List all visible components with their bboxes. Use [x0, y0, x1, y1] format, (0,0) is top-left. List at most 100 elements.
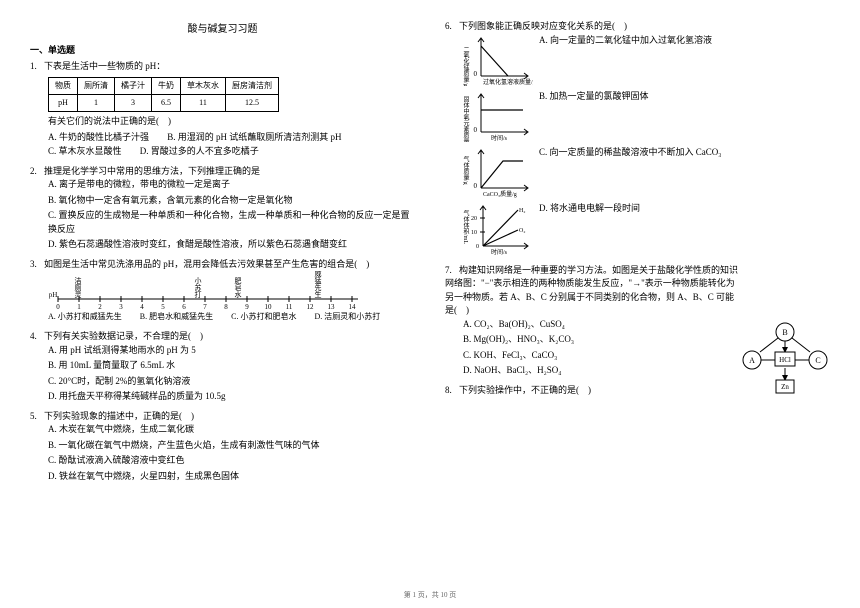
svg-text:3: 3 [119, 303, 123, 311]
ylabel: 气体质量/g [463, 155, 469, 184]
qnum: 5. [30, 410, 44, 424]
opt-b: B. 用 10mL 量筒量取了 6.5mL 水 [48, 359, 415, 373]
svg-text:灵: 灵 [75, 291, 82, 299]
svg-text:0: 0 [474, 182, 478, 190]
svg-text:8: 8 [224, 303, 228, 311]
ylabel: 二氧化锰质量/g [463, 46, 469, 86]
opt-a: A. 牛奶的酸性比橘子汁强 [48, 130, 149, 144]
cell: 物质 [49, 77, 78, 94]
xlabel: 过氧化氢溶液质量/g [483, 78, 533, 86]
svg-text:10: 10 [265, 303, 273, 311]
xlabel: CaCO₃质量/g [483, 190, 517, 198]
opt-desc: 向一定量的二氧化锰中加入过氧化氢溶液 [550, 35, 712, 45]
svg-text:12: 12 [307, 303, 315, 311]
opt-a: A. 小苏打和威猛先生 [48, 311, 122, 324]
svg-text:9: 9 [245, 303, 249, 311]
svg-text:4: 4 [140, 303, 144, 311]
line-label: O₂ [519, 228, 525, 234]
cell: 厨房清洁剂 [226, 77, 279, 94]
svg-text:7: 7 [203, 303, 207, 311]
opt-b: B. 用湿润的 pH 试纸蘸取厕所清洁剂测其 pH [167, 130, 341, 144]
table-row: pH136.51112.5 [49, 94, 279, 111]
opt-c: C. 酚酞试液滴入硫酸溶液中变红色 [48, 454, 415, 468]
question-5: 5.下列实验现象的描述中，正确的是( ) A. 木炭在氧气中燃烧，生成二氧化碳 … [30, 410, 415, 484]
q6-text: 下列图象能正确反映对应变化关系的是( ) [459, 21, 627, 31]
opt-c: C. 草木灰水显酸性 [48, 144, 122, 158]
opt-d: D. 紫色石蕊遇酸性溶液时变红，食醋是酸性溶液，所以紫色石蕊遇食醋变红 [48, 238, 415, 252]
opt-d: D. 用托盘天平称得某纯碱样品的质量为 10.5g [48, 390, 415, 404]
svg-text:生: 生 [315, 290, 322, 299]
opt-desc: 向一定质量的稀盐酸溶液中不断加入 CaCO₃ [550, 147, 722, 157]
svg-text:5: 5 [161, 303, 165, 311]
qnum: 1. [30, 60, 44, 74]
opt-d: D. 胃酸过多的人不宜多吃橘子 [140, 144, 259, 158]
q7-network-diagram: A B C HCl Zn [740, 320, 830, 400]
node-hcl: HCl [779, 356, 791, 364]
q1-table: 物质厕所清橘子汁牛奶草木灰水厨房清洁剂 pH136.51112.5 [48, 77, 279, 112]
cell: pH [49, 94, 78, 111]
opt-desc: 加热一定量的氯酸钾固体 [550, 91, 649, 101]
opt-c: C. KOH、FeCl₃、CaCO₃ [463, 349, 740, 363]
cell: 6.5 [152, 94, 181, 111]
opt-a: A. 木炭在氧气中燃烧，生成二氧化碳 [48, 423, 415, 437]
svg-text:6: 6 [182, 303, 186, 311]
svg-text:0: 0 [56, 303, 60, 311]
opt-c: C. 置换反应的生成物是一种单质和一种化合物，生成一种单质和一种化合物的反应一定… [48, 209, 415, 236]
ylabel: 气体体积/mL [463, 209, 469, 244]
opt-c: C. 20°C时，配制 2%的氢氧化钠溶液 [48, 375, 415, 389]
opt-b: B. Mg(OH)₂、HNO₃、K₂CO₃ [463, 333, 740, 347]
opt-b: B. 肥皂水和威猛先生 [140, 311, 213, 324]
opt-label: A. [539, 35, 548, 45]
qnum: 4. [30, 330, 44, 344]
cell: 牛奶 [152, 77, 181, 94]
cell: 12.5 [226, 94, 279, 111]
node-c: C [815, 356, 820, 365]
question-2: 2.推理是化学学习中常用的思维方法，下列推理正确的是 A. 离子是带电的微粒，带… [30, 165, 415, 252]
opt-a: A. CO₂、Ba(OH)₂、CuSO₄ [463, 318, 740, 332]
qnum: 6. [445, 20, 459, 34]
q8-text: 下列实验操作中，不正确的是( ) [459, 385, 591, 395]
svg-text:10: 10 [471, 230, 477, 236]
opt-b: B. 一氧化碳在氧气中燃烧，产生蓝色火焰，生成有刺激性气味的气体 [48, 439, 415, 453]
chart-d: H₂ O₂ 20 10 气体体积/mL 时间/s 0 [463, 202, 533, 258]
q7-text: 构建知识网络是一种重要的学习方法。如图是关于盐酸化学性质的知识网络图："−"表示… [445, 265, 738, 316]
opt-d: D. 洁厕灵和小苏打 [314, 311, 380, 324]
page-footer: 第 1 页，共 10 页 [0, 590, 860, 600]
svg-text:pH: pH [49, 291, 58, 299]
qnum: 2. [30, 165, 44, 179]
opt-label: C. [539, 147, 547, 157]
q1-tail: 有关它们的说法中正确的是( ) [48, 115, 415, 129]
opt-label: D. [539, 203, 548, 213]
svg-text:0: 0 [476, 244, 479, 250]
chart-c: 气体质量/g CaCO₃质量/g 0 [463, 146, 533, 198]
chart-b: 固体中氧元素质量分数 时间/s 0 [463, 90, 533, 142]
opt-d: D. 铁丝在氧气中燃烧，火星四射，生成黑色固体 [48, 470, 415, 484]
question-4: 4.下列有关实验数据记录，不合理的是( ) A. 用 pH 试纸测得某地雨水的 … [30, 330, 415, 404]
xlabel: 时间/s [491, 248, 508, 256]
cell: 橘子汁 [115, 77, 152, 94]
cell: 11 [181, 94, 226, 111]
svg-text:打: 打 [195, 290, 202, 299]
node-zn: Zn [781, 383, 789, 391]
line-label: H₂ [519, 208, 525, 214]
svg-text:1: 1 [77, 303, 81, 311]
opt-a: A. 用 pH 试纸测得某地雨水的 pH 为 5 [48, 344, 415, 358]
opt-b: B. 氧化物中一定含有氧元素，含氧元素的化合物一定是氧化物 [48, 194, 415, 208]
svg-text:2: 2 [98, 303, 102, 311]
q4-text: 下列有关实验数据记录，不合理的是( ) [44, 331, 203, 341]
svg-text:0: 0 [474, 70, 478, 78]
q2-text: 推理是化学学习中常用的思维方法，下列推理正确的是 [44, 166, 260, 176]
chart-a: 二氧化锰质量/g 过氧化氢溶液质量/g 0 [463, 34, 533, 86]
q5-text: 下列实验现象的描述中，正确的是( ) [44, 411, 194, 421]
table-row: 物质厕所清橘子汁牛奶草木灰水厨房清洁剂 [49, 77, 279, 94]
svg-text:13: 13 [328, 303, 336, 311]
svg-text:20: 20 [471, 216, 477, 222]
opt-d: D. NaOH、BaCl₂、H₂SO₄ [463, 364, 740, 378]
cell: 厕所清 [78, 77, 115, 94]
section-heading: 一、单选题 [30, 43, 415, 56]
cell: 1 [78, 94, 115, 111]
page-title: 酸与碱复习习题 [30, 20, 415, 35]
opt-label: B. [539, 91, 547, 101]
svg-text:14: 14 [349, 303, 357, 311]
qnum: 7. [445, 264, 459, 278]
